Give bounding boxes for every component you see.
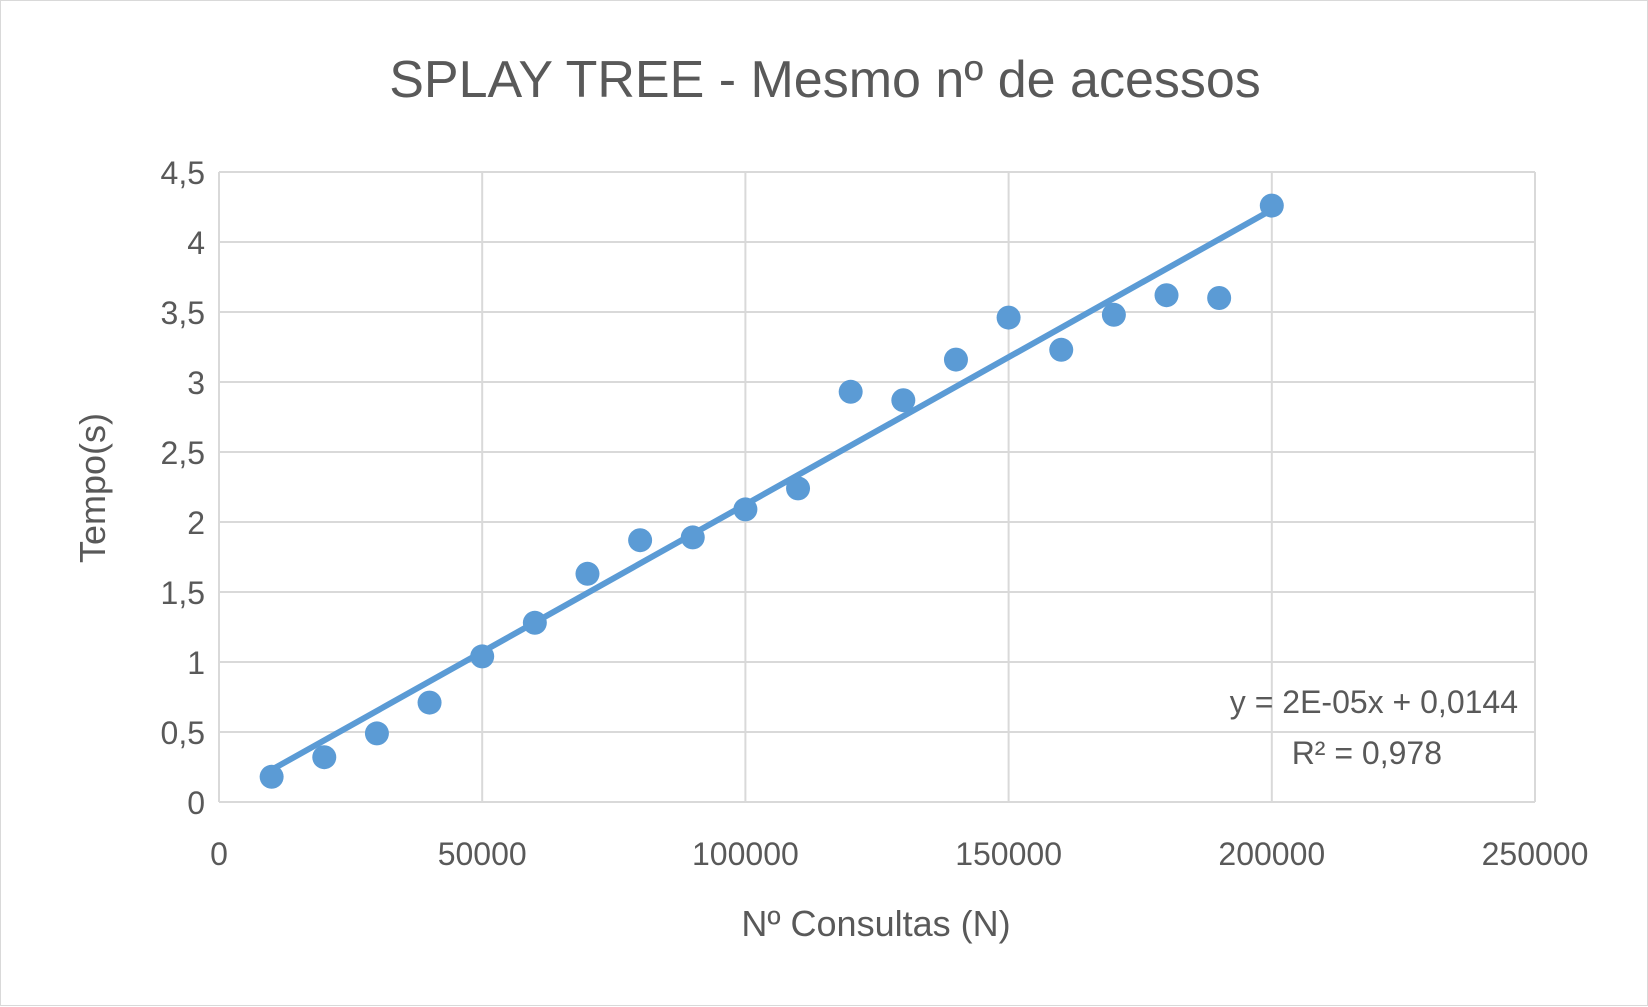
data-point [312,745,337,770]
y-tick-label: 1,5 [161,575,205,611]
y-tick-label: 2,5 [161,435,205,471]
data-point [680,525,705,550]
data-point [259,764,284,789]
y-axis-ticks: 0 0,5 1 1,5 2 2,5 3 3,5 4 4,5 [161,155,205,821]
x-tick-label: 200000 [1218,836,1325,872]
data-point [996,305,1021,330]
data-point [1049,337,1074,362]
y-tick-label: 3,5 [161,295,205,331]
y-tick-label: 2 [187,505,205,541]
data-point [786,476,811,501]
data-point [838,379,863,404]
y-tick-label: 4,5 [161,155,205,191]
x-tick-label: 0 [210,836,228,872]
x-tick-label: 150000 [955,836,1062,872]
data-point [943,347,968,372]
data-point [1101,302,1126,327]
trendline [268,206,1275,773]
trendline-group [268,206,1275,773]
trendline-equation: y = 2E-05x + 0,0144 [1230,684,1518,720]
data-point [470,644,495,669]
y-tick-label: 4 [187,225,205,261]
x-tick-label: 250000 [1482,836,1589,872]
grid-lines [218,171,1536,803]
data-point [522,610,547,635]
chart-title: SPLAY TREE - Mesmo nº de acessos [389,51,1261,109]
data-point [1259,193,1284,218]
x-axis-label: Nº Consultas (N) [741,903,1010,944]
data-point [733,497,758,522]
y-axis-label: Tempo(s) [72,413,113,563]
y-tick-label: 0 [187,785,205,821]
x-tick-label: 50000 [438,836,527,872]
y-tick-label: 1 [187,645,205,681]
y-tick-label: 3 [187,365,205,401]
data-point [1207,286,1232,310]
x-axis-ticks: 0 50000 100000 150000 200000 250000 [210,836,1588,872]
data-point [417,690,442,715]
data-point [891,388,916,413]
y-tick-label: 0,5 [161,715,205,751]
data-points [259,193,1284,789]
data-point [364,721,389,746]
data-point [628,528,653,553]
x-tick-label: 100000 [692,836,799,872]
data-point [575,561,600,586]
data-point [1154,283,1179,308]
trendline-r-squared: R² = 0,978 [1292,735,1442,771]
